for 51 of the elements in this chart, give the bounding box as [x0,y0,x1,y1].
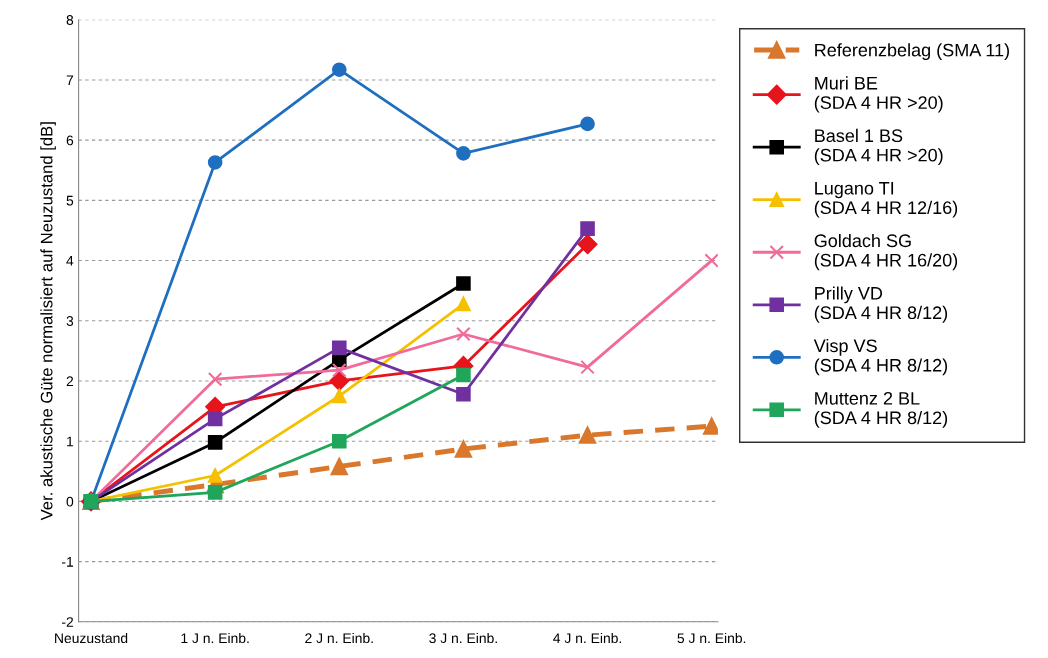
point [207,435,223,450]
y-tick-label: 5 [66,195,74,206]
y-tick-label: 6 [66,135,74,146]
y-tick-label: -1 [62,557,74,567]
y-tick-label: 4 [66,256,74,266]
legend-label: Lugano TI (SDA 4 HR 12/16) [814,182,958,218]
point [456,326,471,342]
point [331,362,347,378]
point [577,234,598,255]
legend-label: Goldach SG (SDA 4 HR 16/20) [814,233,958,271]
x-tick-label: 4 J n. Einb. [553,632,622,644]
point [207,155,223,170]
point [331,62,347,77]
legend-label: Prilly VD (SDA 4 HR 8/12) [814,286,948,323]
point [331,433,347,449]
point [454,440,473,458]
point [456,386,471,402]
point [456,296,471,312]
y-tick-label: 1 [67,436,74,447]
legend-label: Muri BE (SDA 4 HR >20) [814,76,943,113]
point [329,371,350,391]
x-tick-label: 5 J n. Einb. [677,632,746,644]
point [578,426,597,444]
y-tick-label: 7 [66,75,74,85]
legend-label: Basel 1 BS (SDA 4 HR >20) [814,128,943,166]
point [580,116,595,132]
x-tick-label: Neuzustand [55,632,128,644]
point [456,367,471,383]
y-tick-label: 0 [66,496,74,507]
point [207,371,223,387]
x-tick-label: 3 J n. Einb. [429,632,497,644]
y-axis-title: Ver. akustische Güte normalisiert auf Neuzustand [dB] [40,122,56,521]
legend-label: Muttenz 2 BL (SDA 4 HR 8/12) [814,391,948,428]
x-tick-label: 1 J n. Einb. [181,632,249,644]
legend-label: Referenzbelag (SMA 11) [815,43,1009,61]
y-tick-label: 2 [66,376,74,387]
point [580,221,595,236]
point [330,457,348,476]
point [331,340,347,356]
point [704,253,718,268]
x-tick-label: 2 J n. Einb. [305,632,373,644]
y-tick-label: 8 [66,15,74,25]
point [331,388,347,404]
legend-label: Visp VS (SDA 4 HR 8/12) [813,338,948,376]
point [456,146,471,161]
point [702,417,718,435]
y-tick-label: 3 [66,316,74,326]
point [580,359,595,375]
point [456,276,471,291]
point [207,411,223,427]
y-tick-label: -2 [62,617,74,627]
